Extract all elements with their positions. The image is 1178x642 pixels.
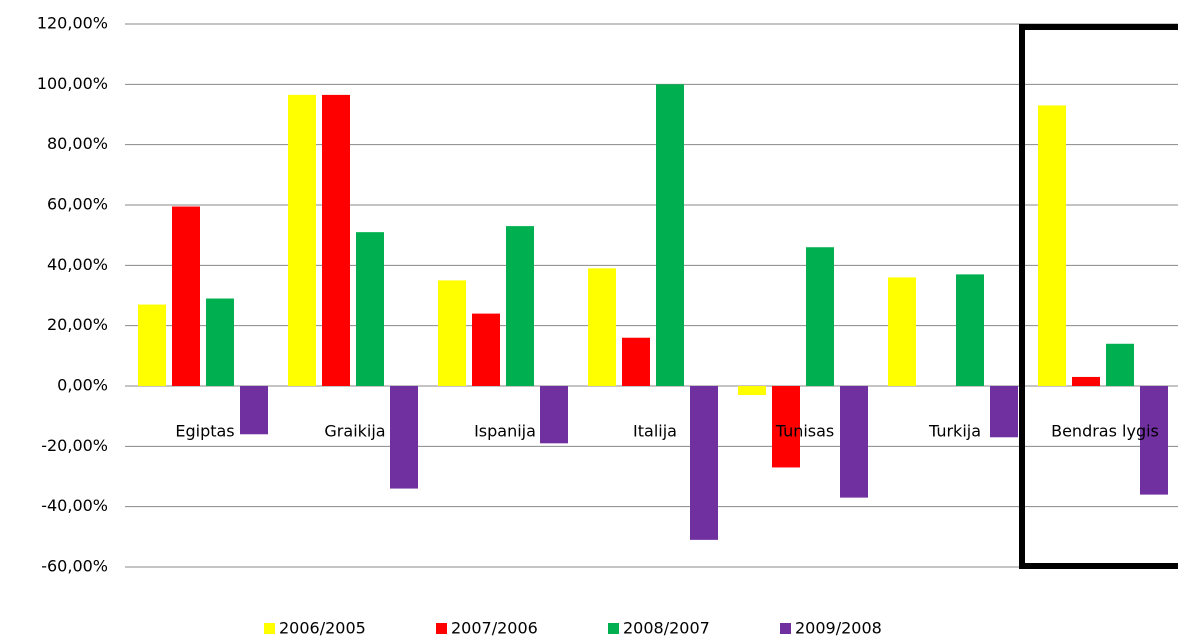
y-tick-label: -60,00% xyxy=(41,557,108,576)
bar xyxy=(772,386,800,468)
x-tick-label: Turkija xyxy=(928,422,981,441)
bar xyxy=(990,386,1018,438)
bar xyxy=(690,386,718,540)
bar xyxy=(206,298,234,386)
legend-swatch xyxy=(608,623,619,634)
bar xyxy=(356,232,384,386)
y-tick-label: 80,00% xyxy=(47,134,108,153)
bars xyxy=(138,84,1168,540)
legend-label: 2006/2005 xyxy=(279,619,366,638)
x-tick-label: Ispanija xyxy=(474,422,536,441)
bar xyxy=(172,206,200,386)
bar xyxy=(588,268,616,386)
bar xyxy=(888,277,916,386)
bar xyxy=(506,226,534,386)
y-tick-label: 100,00% xyxy=(37,74,108,93)
x-tick-label: Tunisas xyxy=(775,422,835,441)
bar xyxy=(288,94,316,387)
bar xyxy=(1140,386,1168,495)
bar xyxy=(656,84,684,386)
bar xyxy=(472,313,500,386)
bar xyxy=(1072,376,1100,386)
x-tick-label: Bendras lygis xyxy=(1051,422,1159,441)
y-tick-label: 60,00% xyxy=(47,195,108,214)
highlight-box xyxy=(1019,24,1178,569)
bar xyxy=(438,280,466,386)
y-tick-label: -40,00% xyxy=(41,496,108,515)
bar xyxy=(322,94,350,387)
legend-swatch xyxy=(264,623,275,634)
bar xyxy=(390,386,418,489)
y-tick-label: 40,00% xyxy=(47,255,108,274)
y-tick-label: 20,00% xyxy=(47,315,108,334)
legend-swatch xyxy=(780,623,791,634)
bar xyxy=(1106,343,1134,386)
x-tick-label: Graikija xyxy=(324,422,385,441)
labels: -60,00% -40,00% -20,00% 0,00% 20,00% 40,00% 60… xyxy=(37,14,1159,576)
bar xyxy=(138,304,166,386)
x-tick-label: Egiptas xyxy=(175,422,234,441)
bar xyxy=(1038,105,1066,386)
legend-label: 2009/2008 xyxy=(795,619,882,638)
bar xyxy=(956,274,984,386)
bar xyxy=(840,386,868,498)
legend-label: 2007/2006 xyxy=(451,619,538,638)
y-tick-label: 120,00% xyxy=(37,14,108,33)
bar xyxy=(738,386,766,396)
bar xyxy=(806,247,834,386)
y-tick-label: -20,00% xyxy=(41,436,108,455)
bar xyxy=(240,386,268,435)
bar xyxy=(540,386,568,444)
x-tick-label: Italija xyxy=(633,422,677,441)
legend-label: 2008/2007 xyxy=(623,619,710,638)
legend-swatch xyxy=(436,623,447,634)
y-tick-label: 0,00% xyxy=(57,376,108,395)
bar xyxy=(622,337,650,386)
